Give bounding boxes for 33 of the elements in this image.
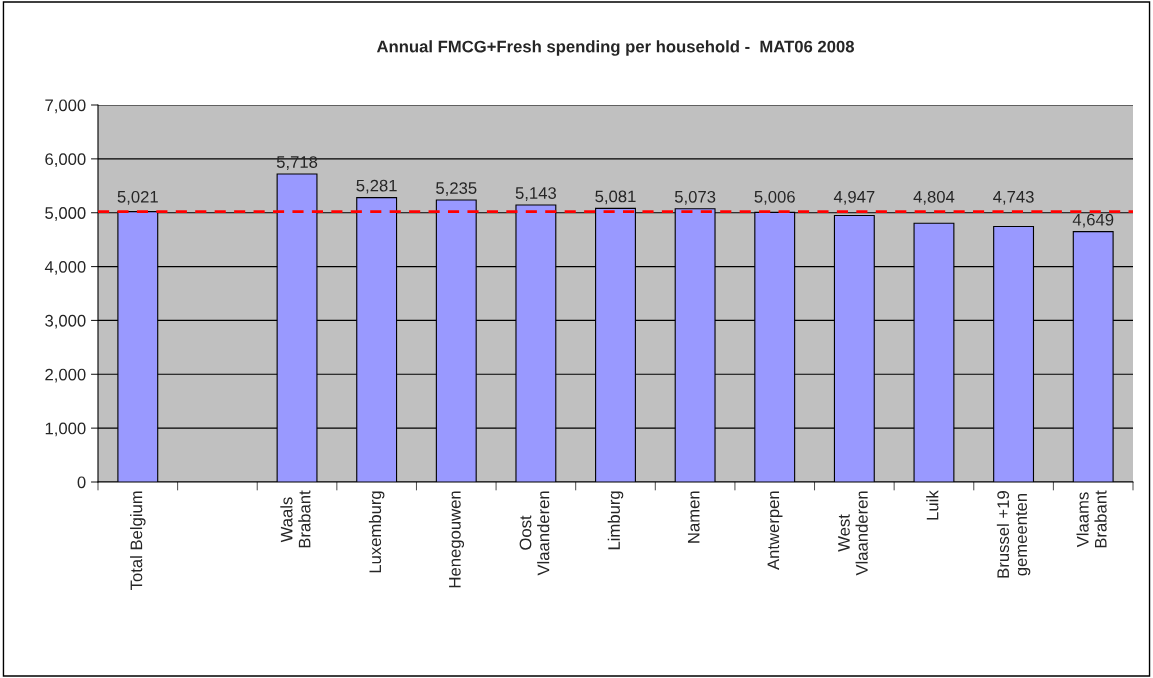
x-tick-label: Waals Brabant (280, 490, 311, 548)
y-tick-label: 3,000 (45, 314, 86, 329)
data-label: 5,143 (515, 187, 557, 201)
data-label: 5,081 (595, 190, 636, 205)
x-tick-label: Limburg (607, 491, 624, 550)
data-label: 5,281 (356, 179, 397, 194)
x-tick-label: Vlaams Brabant (1076, 490, 1107, 548)
data-label: 4,804 (913, 190, 955, 205)
y-tick-label: 5,000 (45, 207, 86, 221)
x-tick-label: Henegouwen (449, 491, 465, 588)
chart-title: Annual FMCG+Fresh spending per household - MAT06 2008 (376, 40, 855, 56)
data-label: 5,006 (754, 190, 795, 205)
x-tick-label: Total Belgium (130, 491, 146, 590)
x-tick-label: Namen (687, 491, 700, 543)
y-tick-label: 6,000 (45, 153, 86, 168)
y-tick-label: 4,000 (44, 260, 86, 275)
data-label: 5,235 (436, 182, 477, 196)
data-label: 5,073 (674, 190, 716, 205)
x-tick-label: Brussel +19 gemeenten (996, 491, 1031, 578)
x-tick-label: Oost Vlaanderen (519, 491, 550, 576)
y-tick-label: 7,000 (45, 99, 86, 114)
x-tick-label: Luxemburg (368, 491, 385, 573)
data-label: 5,021 (117, 190, 158, 205)
y-tick-label: 1,000 (45, 422, 86, 437)
data-label: 4,649 (1072, 213, 1114, 228)
y-tick-label: 0 (77, 476, 86, 489)
data-label: 5,718 (276, 156, 318, 170)
data-label: 4,743 (993, 190, 1034, 205)
data-label: 4,947 (833, 190, 875, 205)
y-tick-label: 2,000 (45, 368, 86, 383)
x-tick-label: West Vlaanderen (838, 491, 868, 576)
x-tick-label: Antwerpen (767, 491, 783, 570)
x-tick-label: Luik (926, 490, 939, 520)
